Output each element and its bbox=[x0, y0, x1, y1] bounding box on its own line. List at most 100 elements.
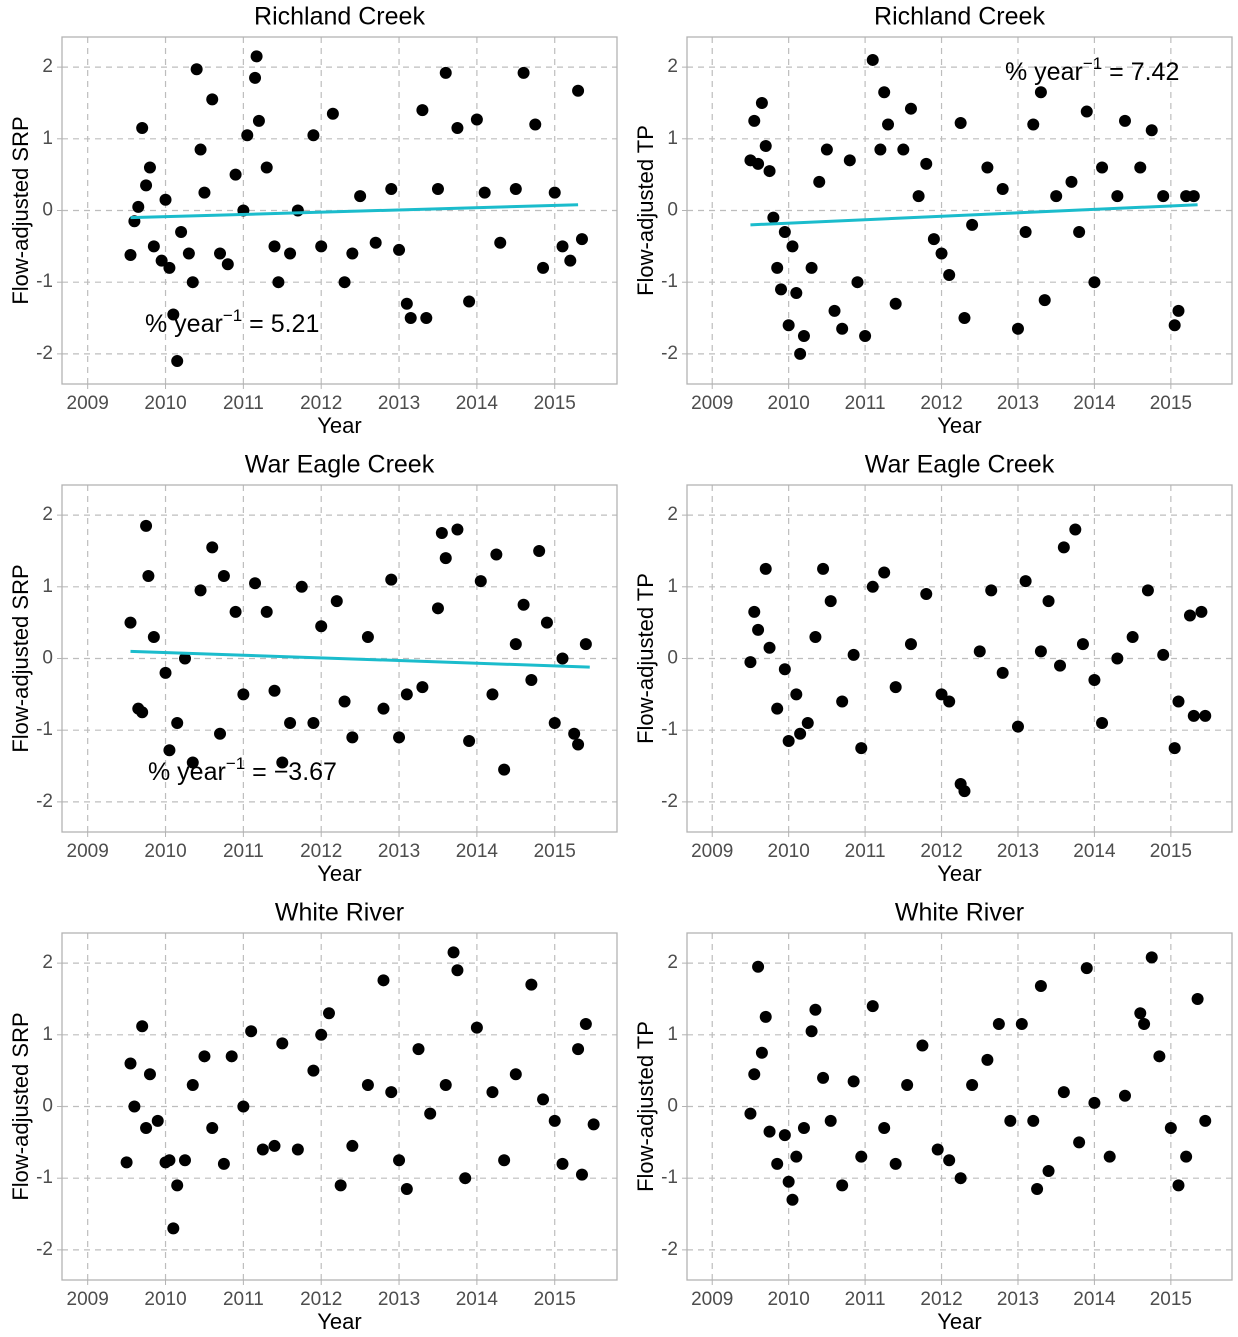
point bbox=[214, 727, 227, 740]
point bbox=[782, 1175, 795, 1188]
point bbox=[147, 630, 160, 643]
point bbox=[217, 1157, 230, 1170]
point bbox=[190, 63, 203, 76]
point bbox=[1096, 161, 1109, 174]
point bbox=[393, 243, 406, 256]
point bbox=[836, 322, 849, 335]
x-tick-label: 2010 bbox=[768, 1289, 810, 1310]
point bbox=[178, 1154, 191, 1167]
point bbox=[142, 570, 155, 583]
point bbox=[782, 734, 795, 747]
point bbox=[540, 616, 553, 629]
point bbox=[954, 117, 967, 130]
point bbox=[291, 1143, 304, 1156]
point bbox=[904, 102, 917, 115]
point bbox=[1088, 1096, 1101, 1109]
point bbox=[478, 186, 491, 199]
x-tick-label: 2009 bbox=[67, 1289, 109, 1310]
point bbox=[805, 261, 818, 274]
point bbox=[260, 161, 273, 174]
point bbox=[889, 297, 902, 310]
point bbox=[136, 122, 149, 135]
point bbox=[326, 107, 339, 120]
y-axis-title: Flow-adjusted SRP bbox=[8, 564, 33, 752]
panel: 2009 2010 2011 2012 2013 2014 2015 -2 -1 0 1 2 % yea… bbox=[8, 3, 618, 438]
annotation-text: % year bbox=[1005, 58, 1083, 86]
point bbox=[486, 688, 499, 701]
point bbox=[517, 598, 530, 611]
point bbox=[400, 297, 413, 310]
point bbox=[377, 974, 390, 987]
point bbox=[755, 96, 768, 109]
point bbox=[878, 1122, 891, 1135]
point bbox=[486, 1086, 499, 1099]
point bbox=[322, 1007, 335, 1020]
point bbox=[1157, 648, 1170, 661]
point bbox=[996, 182, 1009, 195]
y-tick-label: 1 bbox=[42, 128, 53, 149]
x-tick-label: 2014 bbox=[456, 393, 499, 414]
point bbox=[912, 190, 925, 203]
point bbox=[533, 544, 546, 557]
point bbox=[801, 717, 814, 730]
point bbox=[579, 1018, 592, 1031]
annotation-tail: = −3.67 bbox=[245, 758, 337, 786]
point bbox=[1199, 1114, 1212, 1127]
point bbox=[136, 1020, 149, 1033]
annotation-exponent: −1 bbox=[223, 306, 242, 325]
point bbox=[252, 114, 265, 127]
point bbox=[759, 139, 772, 152]
point bbox=[981, 1053, 994, 1066]
point bbox=[954, 1172, 967, 1185]
panel-border bbox=[61, 932, 618, 1281]
panel: 2009 2010 2011 2012 2013 2014 2015 -2 -1 0 1 2 White… bbox=[633, 899, 1233, 1334]
point bbox=[958, 785, 971, 798]
point bbox=[851, 276, 864, 289]
point bbox=[361, 1078, 374, 1091]
point bbox=[755, 1046, 768, 1059]
point bbox=[790, 1150, 803, 1163]
point bbox=[315, 1028, 328, 1041]
point bbox=[1145, 951, 1158, 964]
point bbox=[763, 641, 776, 654]
point bbox=[217, 570, 230, 583]
point bbox=[1042, 1165, 1055, 1178]
point bbox=[1076, 638, 1089, 651]
point bbox=[556, 1157, 569, 1170]
point bbox=[295, 580, 308, 593]
point bbox=[1118, 114, 1131, 127]
x-tick-label: 2012 bbox=[920, 841, 962, 862]
point bbox=[752, 623, 765, 636]
point bbox=[575, 233, 588, 246]
y-tick-label: -1 bbox=[661, 271, 678, 292]
point bbox=[163, 261, 176, 274]
point bbox=[763, 1125, 776, 1138]
point bbox=[1157, 190, 1170, 203]
point bbox=[813, 175, 826, 188]
point bbox=[412, 1043, 425, 1056]
point bbox=[855, 1150, 868, 1163]
y-axis-title: Flow-adjusted TP bbox=[633, 573, 658, 744]
annotation: % year−1 = 7.42 bbox=[1005, 54, 1179, 86]
point bbox=[171, 1179, 184, 1192]
point bbox=[920, 157, 933, 170]
y-tick-label: -2 bbox=[661, 791, 678, 812]
panel: 2009 2010 2011 2012 2013 2014 2015 -2 -1 0 1 2 War E… bbox=[633, 451, 1233, 886]
panel-border bbox=[61, 484, 618, 833]
x-axis-title: Year bbox=[937, 1309, 981, 1334]
point bbox=[338, 276, 351, 289]
y-tick-label: 0 bbox=[42, 648, 53, 669]
annotation-exponent: −1 bbox=[1083, 54, 1102, 73]
x-tick-label: 2013 bbox=[378, 393, 420, 414]
point bbox=[451, 122, 464, 135]
panel-border bbox=[686, 36, 1233, 385]
point bbox=[943, 1154, 956, 1167]
annotation: % year−1 = −3.67 bbox=[148, 754, 337, 786]
point bbox=[931, 1143, 944, 1156]
point bbox=[393, 731, 406, 744]
y-tick-label: 2 bbox=[42, 504, 53, 525]
point bbox=[1038, 294, 1051, 307]
point bbox=[790, 286, 803, 299]
y-tick-label: 1 bbox=[42, 1024, 53, 1045]
